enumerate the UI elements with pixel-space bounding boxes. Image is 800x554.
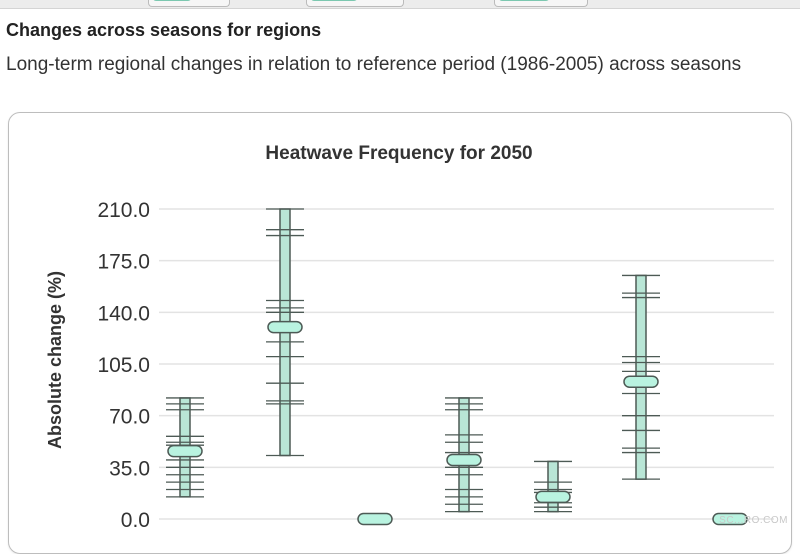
y-tick-label: 210.0 bbox=[97, 199, 150, 222]
y-tick-label: 70.0 bbox=[109, 406, 150, 429]
box-series-5 bbox=[534, 460, 572, 513]
chart-card: Heatwave Frequency for 2050 Absolute cha… bbox=[8, 112, 792, 554]
y-tick-labels: 0.0 35.0 70.0 105.0 140.0 175.0 210.0 bbox=[97, 199, 150, 532]
box-series-6 bbox=[622, 274, 660, 480]
y-axis-label: Absolute change (%) bbox=[45, 271, 65, 449]
series-boxes bbox=[166, 208, 748, 526]
season-toggle-button-2[interactable] bbox=[306, 0, 404, 7]
box-series-3 bbox=[357, 512, 393, 526]
box-series-1 bbox=[166, 397, 204, 498]
y-tick-label: 35.0 bbox=[109, 457, 150, 480]
y-tick-label: 175.0 bbox=[97, 251, 150, 274]
top-toolbar-strip bbox=[0, 0, 800, 9]
median-marker bbox=[712, 512, 748, 526]
chart-title: Heatwave Frequency for 2050 bbox=[265, 143, 532, 164]
y-tick-label: 0.0 bbox=[121, 509, 150, 532]
box-series-4 bbox=[445, 397, 483, 513]
section-title: Changes across seasons for regions bbox=[6, 20, 322, 40]
median-marker bbox=[167, 444, 203, 458]
section-description: Long-term regional changes in relation t… bbox=[6, 54, 742, 75]
median-marker bbox=[267, 320, 303, 334]
median-marker bbox=[623, 375, 659, 388]
watermark-text: SC...RO.COM bbox=[719, 515, 788, 526]
season-toggle-button-3[interactable] bbox=[494, 0, 588, 7]
box-series-2 bbox=[266, 208, 304, 457]
box-series-7 bbox=[712, 512, 748, 526]
y-tick-label: 105.0 bbox=[97, 354, 150, 377]
median-marker bbox=[446, 453, 482, 467]
range-bar bbox=[547, 460, 559, 513]
y-tick-label: 140.0 bbox=[97, 302, 150, 325]
median-marker bbox=[357, 512, 393, 526]
median-marker bbox=[535, 490, 571, 504]
box-plot-chart: Heatwave Frequency for 2050 Absolute cha… bbox=[45, 143, 774, 532]
season-toggle-button-1[interactable] bbox=[148, 0, 230, 7]
